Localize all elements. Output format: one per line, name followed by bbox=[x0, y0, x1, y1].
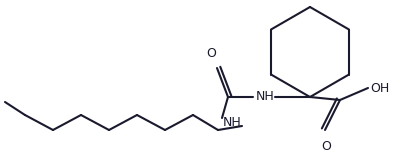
Text: OH: OH bbox=[370, 81, 389, 95]
Text: NH: NH bbox=[222, 116, 241, 128]
Text: NH: NH bbox=[256, 91, 274, 104]
Text: O: O bbox=[321, 140, 331, 153]
Text: O: O bbox=[206, 47, 216, 60]
